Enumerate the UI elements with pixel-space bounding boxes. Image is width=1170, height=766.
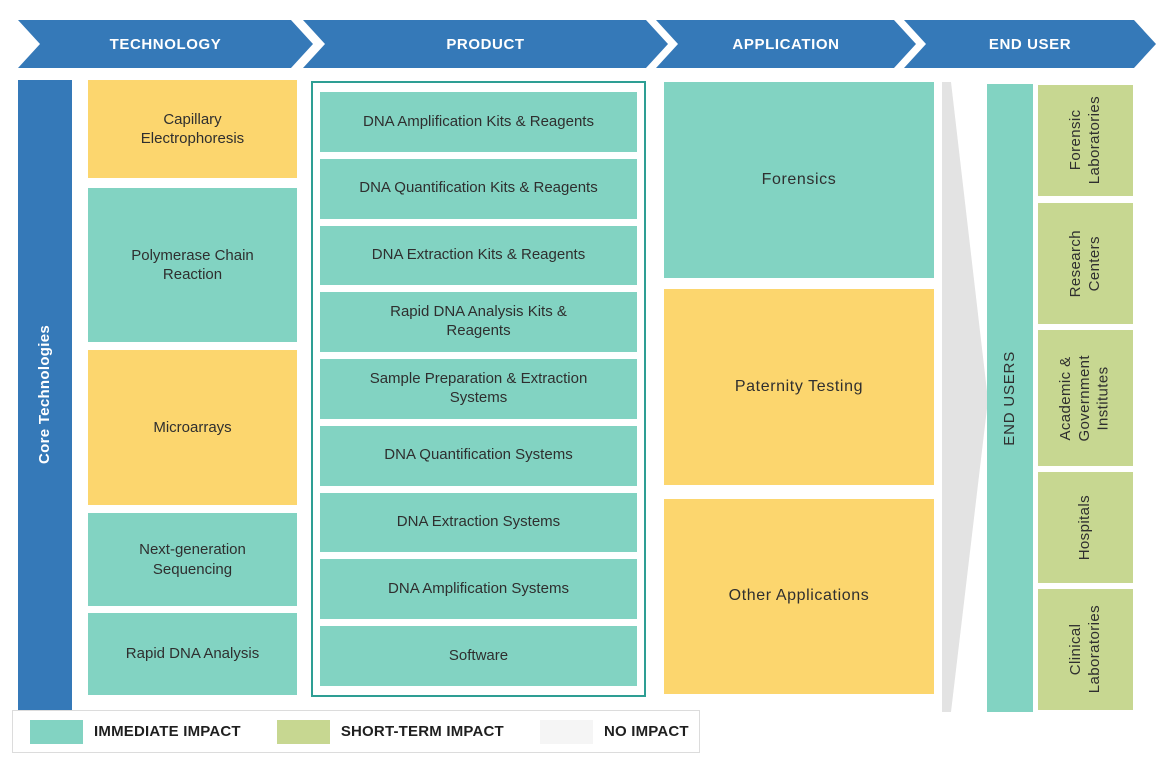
stage-label-product: PRODUCT [446, 35, 525, 53]
application-label: Paternity Testing [734, 377, 864, 395]
product-group-container: DNA Amplification Kits & Reagents DNA Qu… [311, 81, 646, 697]
stage-arrow-application: APPLICATION [656, 20, 916, 68]
legend-item-immediate-impact: IMMEDIATE IMPACT [30, 719, 241, 744]
end-user-label: Forensic Laboratories [1066, 96, 1103, 185]
technology-label: Polymerase Chain Reaction [131, 246, 254, 284]
stage-label-technology: TECHNOLOGY [109, 35, 222, 53]
product-box-dna-quantification-systems: DNA Quantification Systems [320, 425, 637, 486]
end-users-rail: END USERS [987, 84, 1033, 712]
product-box-dna-quantification-kits: DNA Quantification Kits & Reagents [320, 158, 637, 219]
technology-box-polymerase-chain-reaction: Polymerase Chain Reaction [88, 188, 297, 342]
product-box-dna-amplification-kits: DNA Amplification Kits & Reagents [320, 92, 637, 152]
legend-label: IMMEDIATE IMPACT [94, 723, 241, 740]
legend-item-no-impact: NO IMPACT [539, 719, 689, 744]
application-box-paternity-testing: Paternity Testing [664, 289, 934, 485]
end-users-rail-label: END USERS [1000, 350, 1018, 446]
product-label: DNA Amplification Systems [388, 579, 569, 597]
application-label: Forensics [761, 170, 837, 188]
technology-box-microarrays: Microarrays [88, 350, 297, 505]
stage-label-application: APPLICATION [732, 35, 840, 53]
technology-label: Microarrays [153, 418, 232, 436]
end-user-box-hospitals: Hospitals [1038, 472, 1133, 583]
application-box-forensics: Forensics [664, 82, 934, 278]
product-box-software: Software [320, 626, 637, 687]
product-box-dna-extraction-systems: DNA Extraction Systems [320, 492, 637, 553]
stage-label-end-user: END USER [988, 35, 1072, 53]
technology-label: Capillary Electrophoresis [140, 110, 245, 148]
legend-label: NO IMPACT [603, 723, 689, 740]
flow-arrow-icon [942, 82, 988, 712]
product-label: Software [448, 646, 509, 664]
technology-box-capillary-electrophoresis: Capillary Electrophoresis [88, 80, 297, 178]
technology-box-rapid-dna-analysis: Rapid DNA Analysis [88, 613, 297, 695]
end-user-label: Hospitals [1076, 494, 1094, 561]
end-user-box-forensic-laboratories: Forensic Laboratories [1038, 85, 1133, 196]
core-technologies-label: Core Technologies [35, 325, 53, 465]
technology-label: Rapid DNA Analysis [125, 645, 260, 663]
end-user-box-clinical-laboratories: Clinical Laboratories [1038, 589, 1133, 710]
product-label: DNA Quantification Systems [384, 446, 573, 464]
technology-label: Next-generation Sequencing [139, 541, 246, 578]
legend: IMMEDIATE IMPACT SHORT-TERM IMPACT NO IM… [12, 710, 700, 753]
product-label: DNA Quantification Kits & Reagents [359, 179, 598, 197]
product-label: DNA Extraction Systems [396, 513, 561, 531]
legend-label: SHORT-TERM IMPACT [340, 723, 504, 740]
stage-arrow-technology: TECHNOLOGY [18, 20, 313, 68]
legend-item-short-term-impact: SHORT-TERM IMPACT [276, 719, 504, 744]
product-box-dna-amplification-systems: DNA Amplification Systems [320, 559, 637, 620]
end-user-label: Research Centers [1066, 229, 1103, 298]
application-label: Other Applications [728, 587, 870, 605]
product-box-rapid-dna-analysis-kits: Rapid DNA Analysis Kits & Reagents [320, 292, 637, 353]
immediate-impact-swatch-icon [30, 719, 83, 744]
no-impact-swatch-icon [539, 719, 593, 744]
product-label: DNA Amplification Kits & Reagents [363, 112, 594, 130]
product-label: DNA Extraction Kits & Reagents [371, 246, 586, 264]
end-user-label: Clinical Laboratories [1066, 605, 1103, 694]
short-term-impact-swatch-icon [276, 719, 330, 744]
product-box-dna-extraction-kits: DNA Extraction Kits & Reagents [320, 225, 637, 286]
product-box-sample-preparation-systems: Sample Preparation & Extraction Systems [320, 359, 637, 419]
application-box-other-applications: Other Applications [664, 499, 934, 694]
end-user-box-academic-government-institutes: Academic & Government Institutes [1038, 330, 1133, 466]
technology-box-next-generation-sequencing: Next-generation Sequencing [88, 513, 297, 606]
end-user-box-research-centers: Research Centers [1038, 203, 1133, 324]
product-label: Sample Preparation & Extraction Systems [369, 370, 588, 407]
stage-arrow-end-user: END USER [904, 20, 1156, 68]
core-technologies-rail: Core Technologies [18, 80, 72, 710]
product-label: Rapid DNA Analysis Kits & Reagents [390, 303, 567, 340]
end-user-label: Academic & Government Institutes [1057, 354, 1112, 442]
stage-arrow-product: PRODUCT [303, 20, 668, 68]
